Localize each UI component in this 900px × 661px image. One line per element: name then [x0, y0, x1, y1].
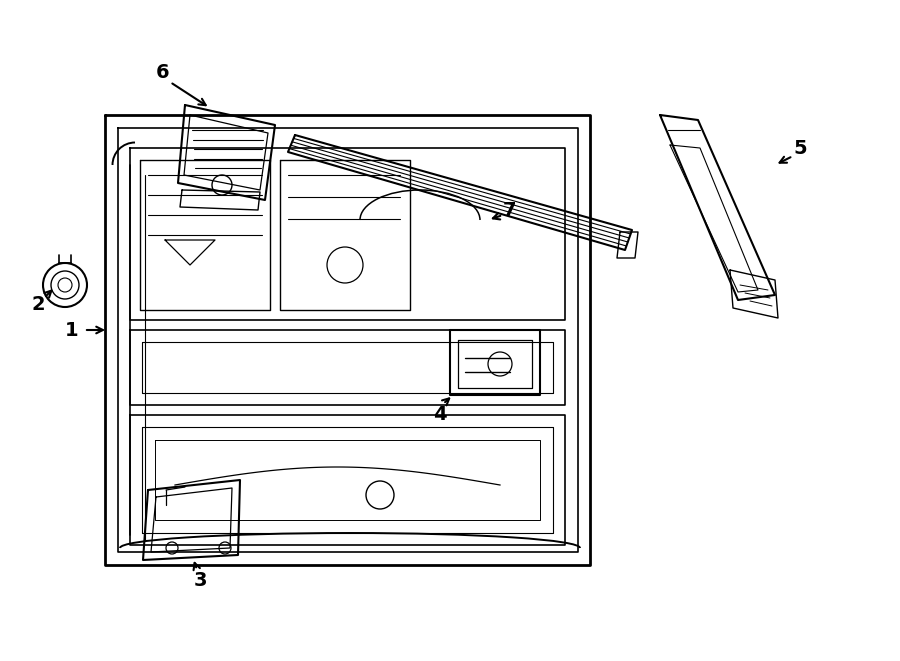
Text: 5: 5	[793, 139, 806, 157]
Text: 4: 4	[433, 405, 446, 424]
Text: 1: 1	[65, 321, 79, 340]
Text: 3: 3	[194, 570, 207, 590]
Text: 2: 2	[32, 295, 45, 315]
Text: 7: 7	[503, 200, 517, 219]
Text: 6: 6	[157, 63, 170, 83]
